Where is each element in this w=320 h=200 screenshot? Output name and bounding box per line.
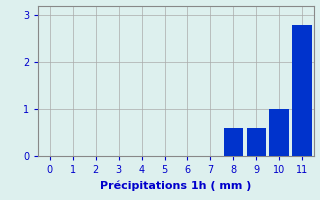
Bar — [246, 128, 266, 156]
X-axis label: Précipitations 1h ( mm ): Précipitations 1h ( mm ) — [100, 181, 252, 191]
Bar — [292, 25, 312, 156]
Bar — [224, 128, 243, 156]
Bar — [269, 109, 289, 156]
